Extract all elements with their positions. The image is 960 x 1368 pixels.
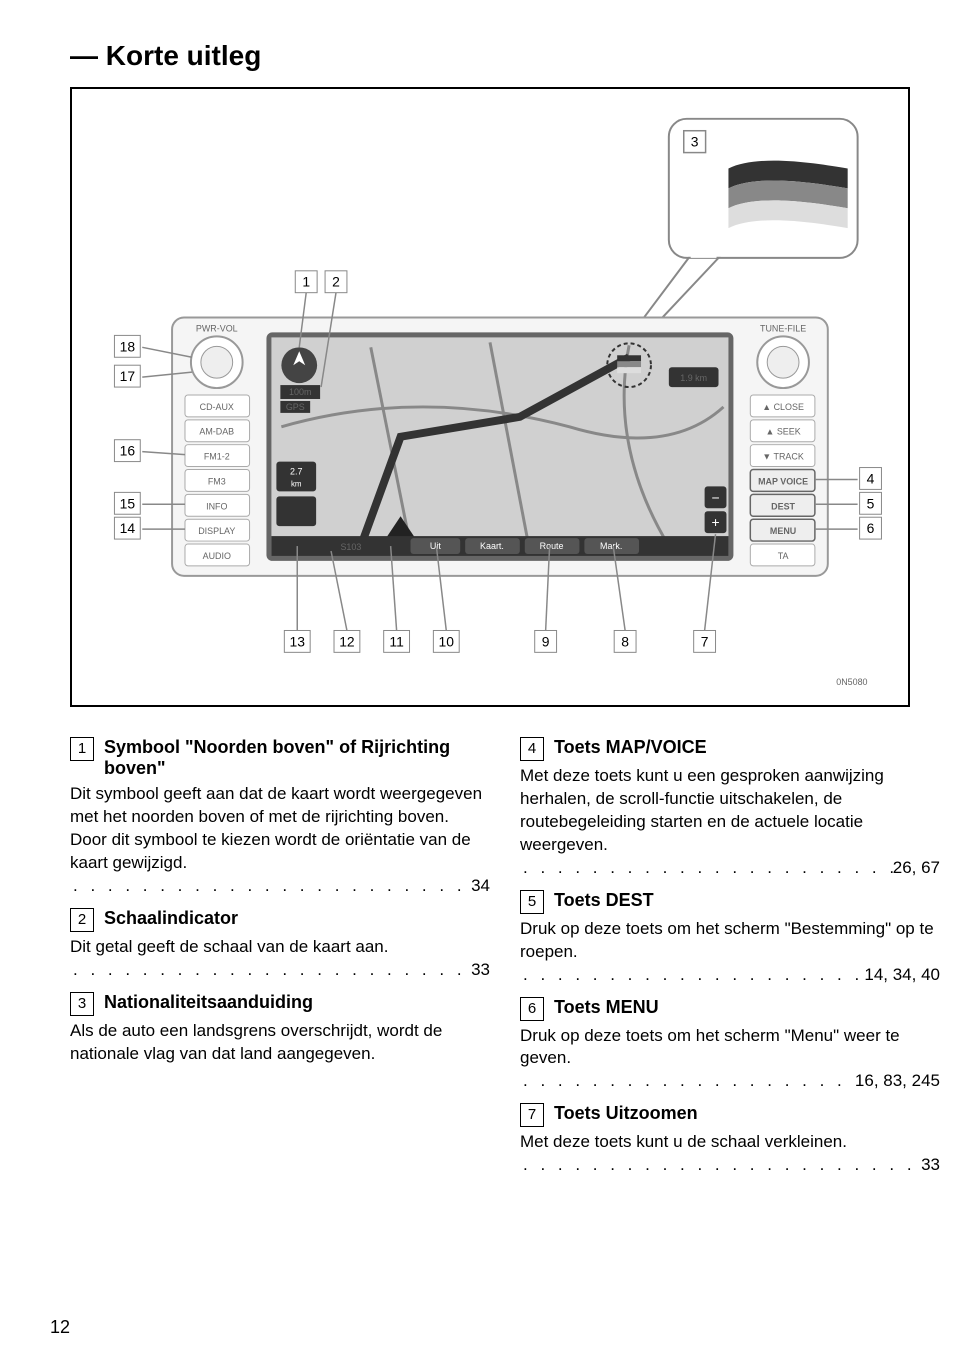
svg-text:km: km — [291, 479, 302, 488]
page-number: 12 — [50, 1317, 70, 1338]
svg-text:17: 17 — [120, 368, 136, 384]
svg-text:FM1-2: FM1-2 — [204, 452, 230, 462]
navigation-diagram: 3 PWR-VOL TUNE-FILE CD-AUX AM-DAB FM1-2 … — [72, 89, 908, 705]
item-title: Toets Uitzoomen — [554, 1103, 698, 1124]
svg-text:▲ SEEK: ▲ SEEK — [766, 427, 801, 437]
page-reference: 33 — [471, 959, 490, 982]
description-columns: 1 Symbool "Noorden boven" of Rijrichting … — [70, 737, 910, 1187]
item-title: Toets MAP/VOICE — [554, 737, 707, 758]
svg-text:9: 9 — [542, 633, 550, 649]
item-body: Druk op deze toets om het scherm "Menu" … — [520, 1025, 940, 1094]
svg-text:CD-AUX: CD-AUX — [200, 402, 234, 412]
page-reference: 33 — [921, 1154, 940, 1177]
svg-text:−: − — [711, 489, 719, 505]
svg-text:10: 10 — [439, 633, 455, 649]
svg-text:5: 5 — [867, 495, 875, 511]
svg-text:FM3: FM3 — [208, 476, 226, 486]
description-item: 5 Toets DEST Druk op deze toets om het sch… — [520, 890, 940, 987]
svg-text:7: 7 — [701, 633, 709, 649]
svg-text:DEST: DEST — [771, 501, 795, 511]
svg-text:14: 14 — [120, 520, 136, 536]
page-reference: 14, 34, 40 — [864, 964, 940, 987]
svg-text:8: 8 — [621, 633, 629, 649]
item-body: Als de auto een landsgrens overschrijdt,… — [70, 1020, 490, 1066]
svg-text:6: 6 — [867, 520, 875, 536]
svg-text:2.7: 2.7 — [290, 466, 302, 476]
svg-text:DISPLAY: DISPLAY — [198, 526, 235, 536]
svg-text:Kaart.: Kaart. — [480, 541, 504, 551]
svg-text:1.9 km: 1.9 km — [680, 373, 707, 383]
right-column: 4 Toets MAP/VOICE Met deze toets kunt u ee… — [520, 737, 940, 1187]
description-item: 3 Nationaliteitsaanduiding Als de auto een… — [70, 992, 490, 1066]
description-item: 2 Schaalindicator Dit getal geeft de schaa… — [70, 908, 490, 982]
svg-text:▲ CLOSE: ▲ CLOSE — [762, 402, 804, 412]
item-number-box: 6 — [520, 997, 544, 1021]
right-button-panel: ▲ CLOSE ▲ SEEK ▼ TRACK MAP VOICE DEST ME… — [750, 395, 815, 566]
svg-text:Route: Route — [540, 541, 564, 551]
item-title: Symbool "Noorden boven" of Rijrichting b… — [104, 737, 490, 779]
page-reference: 16, 83, 245 — [855, 1070, 940, 1093]
left-column: 1 Symbool "Noorden boven" of Rijrichting … — [70, 737, 490, 1187]
flag-callout: 3 — [629, 119, 858, 343]
svg-text:11: 11 — [389, 633, 404, 649]
svg-text:PWR-VOL: PWR-VOL — [196, 323, 238, 333]
svg-text:4: 4 — [867, 470, 875, 486]
svg-text:GPS: GPS — [286, 402, 305, 412]
item-title: Toets MENU — [554, 997, 659, 1018]
item-number-box: 4 — [520, 737, 544, 761]
svg-text:13: 13 — [290, 633, 306, 649]
description-item: 1 Symbool "Noorden boven" of Rijrichting … — [70, 737, 490, 898]
item-title: Schaalindicator — [104, 908, 238, 929]
svg-text:3: 3 — [691, 134, 699, 150]
description-item: 6 Toets MENU Druk op deze toets om het sch… — [520, 997, 940, 1094]
svg-text:0N5080: 0N5080 — [836, 677, 867, 687]
item-body: Dit getal geeft de schaal van de kaart a… — [70, 936, 490, 982]
item-number-box: 1 — [70, 737, 94, 761]
item-body: Dit symbool geeft aan dat de kaart wordt… — [70, 783, 490, 898]
item-number-box: 2 — [70, 908, 94, 932]
svg-text:2: 2 — [332, 274, 340, 290]
svg-text:AUDIO: AUDIO — [203, 551, 231, 561]
item-number-box: 7 — [520, 1103, 544, 1127]
page-title: Korte uitleg — [70, 40, 910, 72]
svg-text:MENU: MENU — [770, 526, 796, 536]
page-reference: 26, 67 — [893, 857, 940, 880]
svg-text:TA: TA — [778, 551, 789, 561]
svg-text:MAP VOICE: MAP VOICE — [758, 476, 808, 486]
description-item: 4 Toets MAP/VOICE Met deze toets kunt u ee… — [520, 737, 940, 880]
svg-text:15: 15 — [120, 495, 136, 511]
item-title: Nationaliteitsaanduiding — [104, 992, 313, 1013]
svg-text:▼ TRACK: ▼ TRACK — [762, 452, 803, 462]
item-number-box: 5 — [520, 890, 544, 914]
svg-text:100m: 100m — [289, 387, 311, 397]
item-body: Met deze toets kunt u een gesproken aanw… — [520, 765, 940, 880]
svg-text:INFO: INFO — [206, 501, 227, 511]
svg-text:S103: S103 — [340, 542, 361, 552]
diagram-frame: 3 PWR-VOL TUNE-FILE CD-AUX AM-DAB FM1-2 … — [70, 87, 910, 707]
svg-text:12: 12 — [339, 633, 355, 649]
item-title: Toets DEST — [554, 890, 654, 911]
item-body: Met deze toets kunt u de schaal verklein… — [520, 1131, 940, 1177]
page-reference: 34 — [471, 875, 490, 898]
description-item: 7 Toets Uitzoomen Met deze toets kunt u de… — [520, 1103, 940, 1177]
svg-text:16: 16 — [120, 443, 136, 459]
item-body: Druk op deze toets om het scherm "Bestem… — [520, 918, 940, 987]
svg-text:18: 18 — [120, 338, 136, 354]
svg-text:+: + — [711, 514, 719, 530]
svg-text:TUNE-FILE: TUNE-FILE — [760, 323, 806, 333]
svg-text:Mark.: Mark. — [600, 541, 622, 551]
svg-text:AM-DAB: AM-DAB — [199, 427, 234, 437]
item-number-box: 3 — [70, 992, 94, 1016]
svg-text:Uit: Uit — [430, 541, 441, 551]
left-button-panel: CD-AUX AM-DAB FM1-2 FM3 INFO DISPLAY AUD… — [185, 395, 250, 566]
svg-text:1: 1 — [302, 274, 310, 290]
